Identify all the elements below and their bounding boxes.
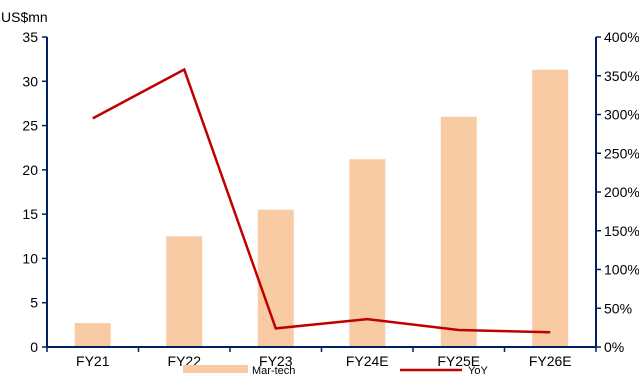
right-tick-labels: 0% 50% 100% 150% 200% 250% 300% 350% 400% [604, 29, 639, 355]
left-tick-label: 5 [30, 295, 38, 311]
x-tick-labels: FY21 FY22 FY23 FY24E FY25E FY26E [76, 353, 572, 369]
left-tick-labels: 0 5 10 15 20 25 30 35 [22, 29, 38, 355]
left-tick-label: 25 [22, 118, 38, 134]
bar-fy23 [257, 209, 294, 347]
bar-fy24e [349, 159, 386, 347]
x-tick-label: FY26E [529, 353, 572, 369]
x-tick-label: FY21 [76, 353, 110, 369]
left-tick-label: 35 [22, 29, 38, 45]
legend-bar-label: Mar-tech [252, 365, 295, 377]
right-tick-label: 400% [604, 29, 639, 45]
legend: Mar-tech YoY [183, 365, 488, 377]
bar-fy26e [532, 69, 569, 348]
left-tick-label: 20 [22, 162, 38, 178]
right-tick-label: 0% [604, 339, 624, 355]
x-tick-label: FY25E [437, 353, 480, 369]
right-tick-label: 250% [604, 145, 639, 161]
right-tick-label: 200% [604, 184, 639, 200]
right-tick-label: 100% [604, 262, 639, 278]
line-layer [92, 67, 551, 334]
bar-fy22 [166, 236, 203, 347]
left-tick-label: 0 [30, 339, 38, 355]
axes-layer [42, 36, 601, 352]
bars-layer [74, 69, 569, 348]
bar-fy21 [74, 323, 111, 347]
right-tick-label: 350% [604, 68, 639, 84]
left-tick-label: 10 [22, 250, 38, 266]
right-tick-label: 300% [604, 107, 639, 123]
right-tick-label: 50% [604, 300, 632, 316]
y-axis-title: US$mn [1, 9, 48, 25]
yoy-line [92, 67, 551, 334]
x-tick-label: FY23 [259, 353, 293, 369]
left-tick-label: 30 [22, 73, 38, 89]
legend-bar-swatch [183, 365, 248, 373]
bar-fy25e [440, 116, 477, 348]
x-tick-label: FY24E [346, 353, 389, 369]
right-tick-label: 150% [604, 223, 639, 239]
legend-line-label: YoY [468, 365, 488, 377]
left-tick-label: 15 [22, 206, 38, 222]
